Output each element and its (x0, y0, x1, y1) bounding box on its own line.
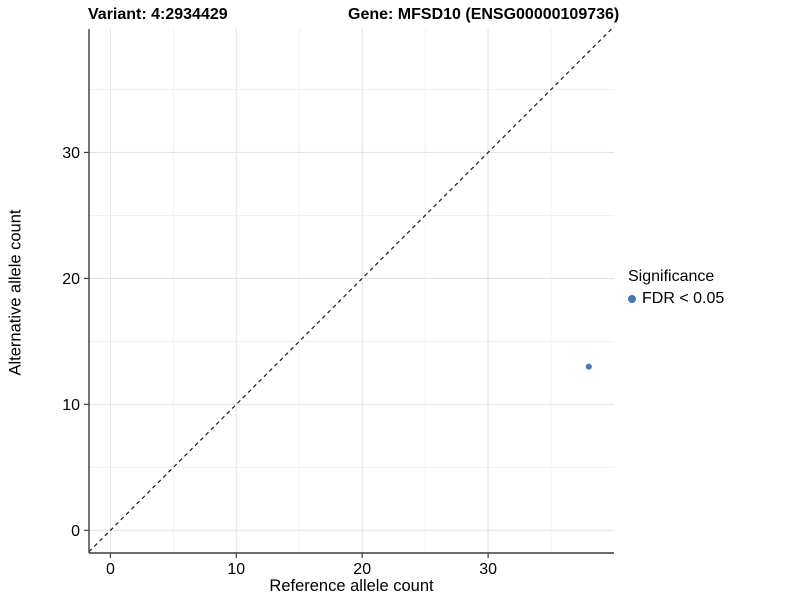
legend-item: FDR < 0.05 (628, 290, 724, 308)
legend: Significance FDR < 0.05 (628, 268, 724, 308)
y-tick-label: 30 (62, 145, 80, 162)
y-tick-label: 20 (62, 271, 80, 288)
y-tick-label: 10 (62, 397, 80, 414)
y-tick-label: 0 (71, 523, 80, 540)
legend-point-icon (628, 295, 636, 303)
x-tick-label: 30 (479, 561, 497, 578)
data-point (585, 363, 592, 370)
x-tick-label: 20 (353, 561, 371, 578)
x-axis-title: Reference allele count (269, 577, 434, 595)
x-tick-label: 10 (227, 561, 245, 578)
gene-title: Gene: MFSD10 (ENSG00000109736) (348, 6, 620, 23)
y-axis-title: Alternative allele count (6, 209, 25, 376)
legend-item-label: FDR < 0.05 (642, 290, 725, 307)
identity-dashed-line (88, 26, 615, 553)
x-tick-label: 0 (106, 561, 115, 578)
legend-title: Significance (628, 268, 715, 285)
variant-title: Variant: 4:2934429 (88, 6, 228, 23)
